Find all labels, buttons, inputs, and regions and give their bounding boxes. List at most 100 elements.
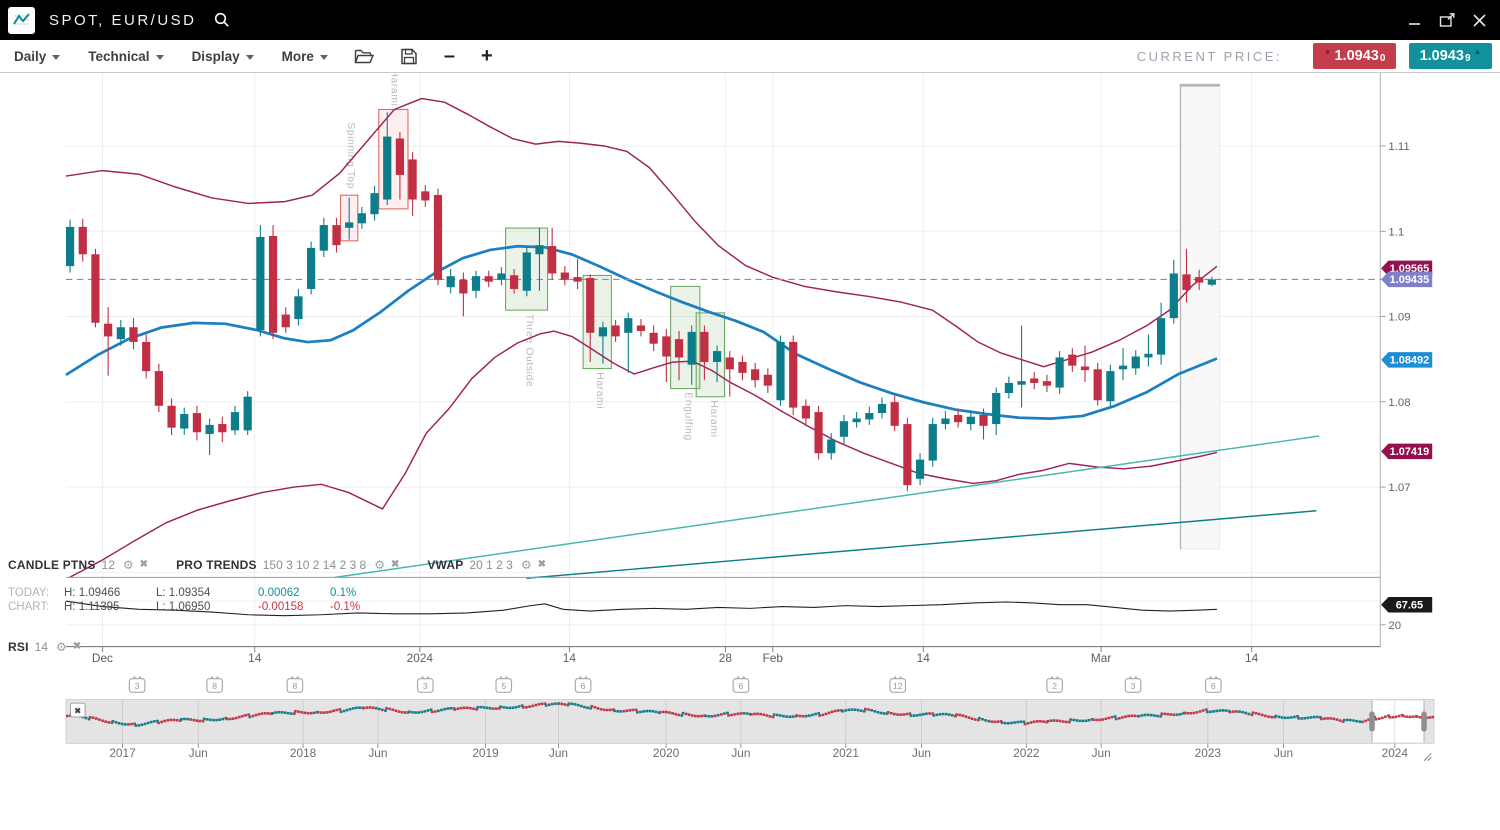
ask-price-pip: 9 xyxy=(1464,53,1471,64)
navigator-series-dash xyxy=(1388,716,1392,719)
gear-icon[interactable]: ⚙ xyxy=(520,558,532,572)
navigator-close-button[interactable]: ✖ xyxy=(70,702,86,718)
navigator-series-dash xyxy=(1010,721,1013,725)
navigator-series-dash xyxy=(1104,717,1108,721)
candle xyxy=(345,197,354,240)
navigator-series-dash xyxy=(570,702,574,706)
navigator-series-dash xyxy=(608,708,612,712)
zoom-out-button[interactable]: – xyxy=(443,45,455,67)
navigator-series-dash xyxy=(111,719,115,723)
navigator-series-dash xyxy=(1032,720,1036,724)
vwap-params: 20 1 2 3 xyxy=(469,558,513,572)
gear-icon[interactable]: ⚙ xyxy=(122,558,134,572)
minimize-button[interactable] xyxy=(1404,9,1426,31)
remove-indicator-icon[interactable]: ✖ xyxy=(72,641,82,652)
navigator-series-dash xyxy=(1338,719,1342,722)
calendar-marker[interactable]: 3 xyxy=(128,676,146,693)
navigator-series-dash xyxy=(750,713,753,716)
date-axis: Dec 14 2024 14 28 Feb 14 Mar 14 xyxy=(92,646,1259,665)
navigator[interactable]: ✖ 2017 Jun 2018 Jun 2019 Jun 2020 Jun 2021 Jun 2022… xyxy=(65,699,1435,760)
navigator-series-dash xyxy=(247,713,251,716)
search-icon[interactable] xyxy=(213,11,231,29)
calendar-marker[interactable]: 12 xyxy=(889,676,907,693)
technical-menu[interactable]: Technical xyxy=(88,49,164,64)
navigator-series-dash xyxy=(1198,710,1202,713)
navigator-series-dash xyxy=(1303,716,1307,720)
close-icon[interactable] xyxy=(1468,9,1490,31)
rsi-value-badge-text: 67.65 xyxy=(1396,599,1423,611)
candle-body xyxy=(268,236,278,333)
toolbar: Daily Technical Display More – + CU xyxy=(0,40,1500,73)
rsi-panel: 20 67.65 xyxy=(65,596,1433,632)
navigator-series-dash xyxy=(1124,715,1127,718)
rsi-legend: RSI 14 ⚙ ✖ xyxy=(8,640,87,654)
gear-icon[interactable]: ⚙ xyxy=(374,558,385,572)
navigator-series-dash xyxy=(263,712,267,715)
remove-indicator-icon[interactable]: ✖ xyxy=(537,559,547,570)
navigator-series-dash xyxy=(292,712,296,716)
timeframe-menu[interactable]: Daily xyxy=(14,49,61,64)
navigator-series-dash xyxy=(628,709,632,712)
navigator-series-dash xyxy=(374,706,378,710)
candle xyxy=(992,387,1001,435)
calendar-marker[interactable]: 6 xyxy=(574,676,592,693)
navigator-series-dash xyxy=(918,713,922,717)
navigator-series-dash xyxy=(407,710,411,714)
calendar-marker[interactable]: 6 xyxy=(732,676,750,693)
navigator-selection-handle[interactable] xyxy=(1421,711,1427,732)
remove-indicator-icon[interactable]: ✖ xyxy=(390,559,400,570)
current-price-label: CURRENT PRICE: xyxy=(1136,48,1282,64)
navigator-selection-window[interactable] xyxy=(1372,700,1425,743)
calendar-marker[interactable]: 8 xyxy=(206,676,223,693)
gear-icon[interactable]: ⚙ xyxy=(55,640,67,654)
navigator-series-dash xyxy=(1023,722,1027,726)
navigator-series-dash xyxy=(169,718,173,722)
calendar-marker[interactable]: 8 xyxy=(286,676,304,693)
navigator-series-dash xyxy=(1300,717,1304,720)
popout-button[interactable] xyxy=(1436,9,1458,31)
navigator-series-dash xyxy=(521,706,525,709)
navigator-series-dash xyxy=(716,713,720,717)
candle-body xyxy=(548,246,557,274)
display-menu[interactable]: Display xyxy=(192,49,254,64)
navigator-series-dash xyxy=(218,718,222,722)
candle-body xyxy=(408,159,417,200)
navigator-series-dash xyxy=(462,706,466,710)
navigator-series-dash xyxy=(338,708,342,711)
calendar-marker[interactable]: 3 xyxy=(416,676,434,693)
candle xyxy=(1169,259,1178,324)
navigator-series-dash xyxy=(348,707,352,711)
calendar-marker[interactable]: 3 xyxy=(1124,676,1142,693)
navigator-series-dash xyxy=(300,710,303,714)
navigator-series-dash xyxy=(502,706,506,709)
zoom-in-button[interactable]: + xyxy=(480,45,493,67)
price-tick-label: 1.07 xyxy=(1388,482,1410,494)
candlestick-series xyxy=(65,112,1216,492)
calendar-marker[interactable]: 2 xyxy=(1046,676,1063,693)
calendar-marker[interactable]: 6 xyxy=(1204,676,1222,693)
navigator-series-dash xyxy=(371,706,375,709)
resize-grip[interactable] xyxy=(1423,753,1432,762)
navigator-series-dash xyxy=(1250,713,1254,717)
navigator-series-dash xyxy=(260,712,264,715)
navigator-series-dash xyxy=(1121,716,1124,719)
navigator-series-dash xyxy=(941,712,945,716)
navigator-series-dash xyxy=(1329,717,1333,720)
remove-indicator-icon[interactable]: ✖ xyxy=(139,559,149,570)
calendar-marker-count: 6 xyxy=(1211,681,1216,691)
candle-body xyxy=(243,396,252,431)
navigator-series-dash xyxy=(1345,718,1349,722)
candle xyxy=(459,272,468,317)
more-menu[interactable]: More xyxy=(282,49,328,64)
candle xyxy=(712,345,722,383)
save-icon[interactable] xyxy=(400,48,418,65)
chart-canvas[interactable]: Spinning Top Harami Three Outside Harami Eng… xyxy=(0,73,1500,830)
chart-high: H: 1.11395 xyxy=(64,601,120,613)
navigator-series-dash xyxy=(922,712,925,716)
navigator-series-dash xyxy=(873,709,877,713)
navigator-series-dash xyxy=(814,712,817,716)
calendar-marker[interactable]: 5 xyxy=(495,676,513,693)
navigator-series-dash xyxy=(1068,720,1071,724)
navigator-selection-handle[interactable] xyxy=(1369,711,1375,732)
open-folder-icon[interactable] xyxy=(354,48,374,65)
